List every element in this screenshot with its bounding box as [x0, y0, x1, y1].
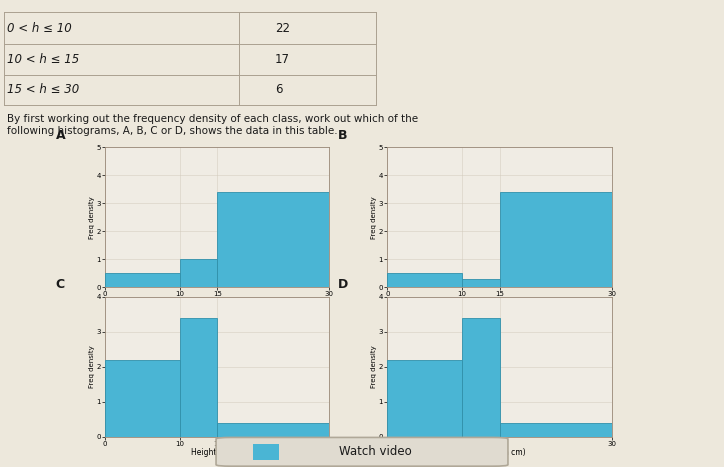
Text: 0 < h ≤ 10: 0 < h ≤ 10 — [7, 21, 72, 35]
Text: By first working out the frequency density of each class, work out which of the
: By first working out the frequency densi… — [7, 114, 418, 136]
Bar — [180, 318, 217, 437]
Bar — [217, 192, 329, 287]
Text: C: C — [56, 278, 64, 291]
Bar — [462, 279, 500, 287]
Text: 17: 17 — [275, 53, 290, 66]
Bar — [217, 423, 329, 437]
X-axis label: Height (h cm): Height (h cm) — [473, 299, 526, 308]
Text: 6: 6 — [275, 83, 282, 96]
X-axis label: Height (h cm): Height (h cm) — [191, 299, 243, 308]
Y-axis label: Freq density: Freq density — [371, 196, 377, 239]
Bar — [253, 444, 279, 460]
Bar — [500, 192, 612, 287]
Y-axis label: Freq density: Freq density — [371, 345, 377, 388]
Bar — [180, 259, 217, 287]
Text: Watch video: Watch video — [339, 446, 411, 458]
Text: A: A — [56, 128, 65, 142]
Bar — [387, 273, 462, 287]
Y-axis label: Freq density: Freq density — [89, 196, 95, 239]
Text: B: B — [338, 128, 348, 142]
Bar — [387, 360, 462, 437]
Text: 22: 22 — [275, 21, 290, 35]
Text: 10 < h ≤ 15: 10 < h ≤ 15 — [7, 53, 80, 66]
Text: D: D — [338, 278, 348, 291]
Bar — [105, 360, 180, 437]
X-axis label: Height (h cm): Height (h cm) — [473, 448, 526, 457]
FancyBboxPatch shape — [216, 438, 508, 466]
Bar — [462, 318, 500, 437]
Text: 15 < h ≤ 30: 15 < h ≤ 30 — [7, 83, 80, 96]
X-axis label: Height (h cm): Height (h cm) — [191, 448, 243, 457]
Y-axis label: Freq density: Freq density — [89, 345, 95, 388]
Bar — [105, 273, 180, 287]
Bar — [500, 423, 612, 437]
